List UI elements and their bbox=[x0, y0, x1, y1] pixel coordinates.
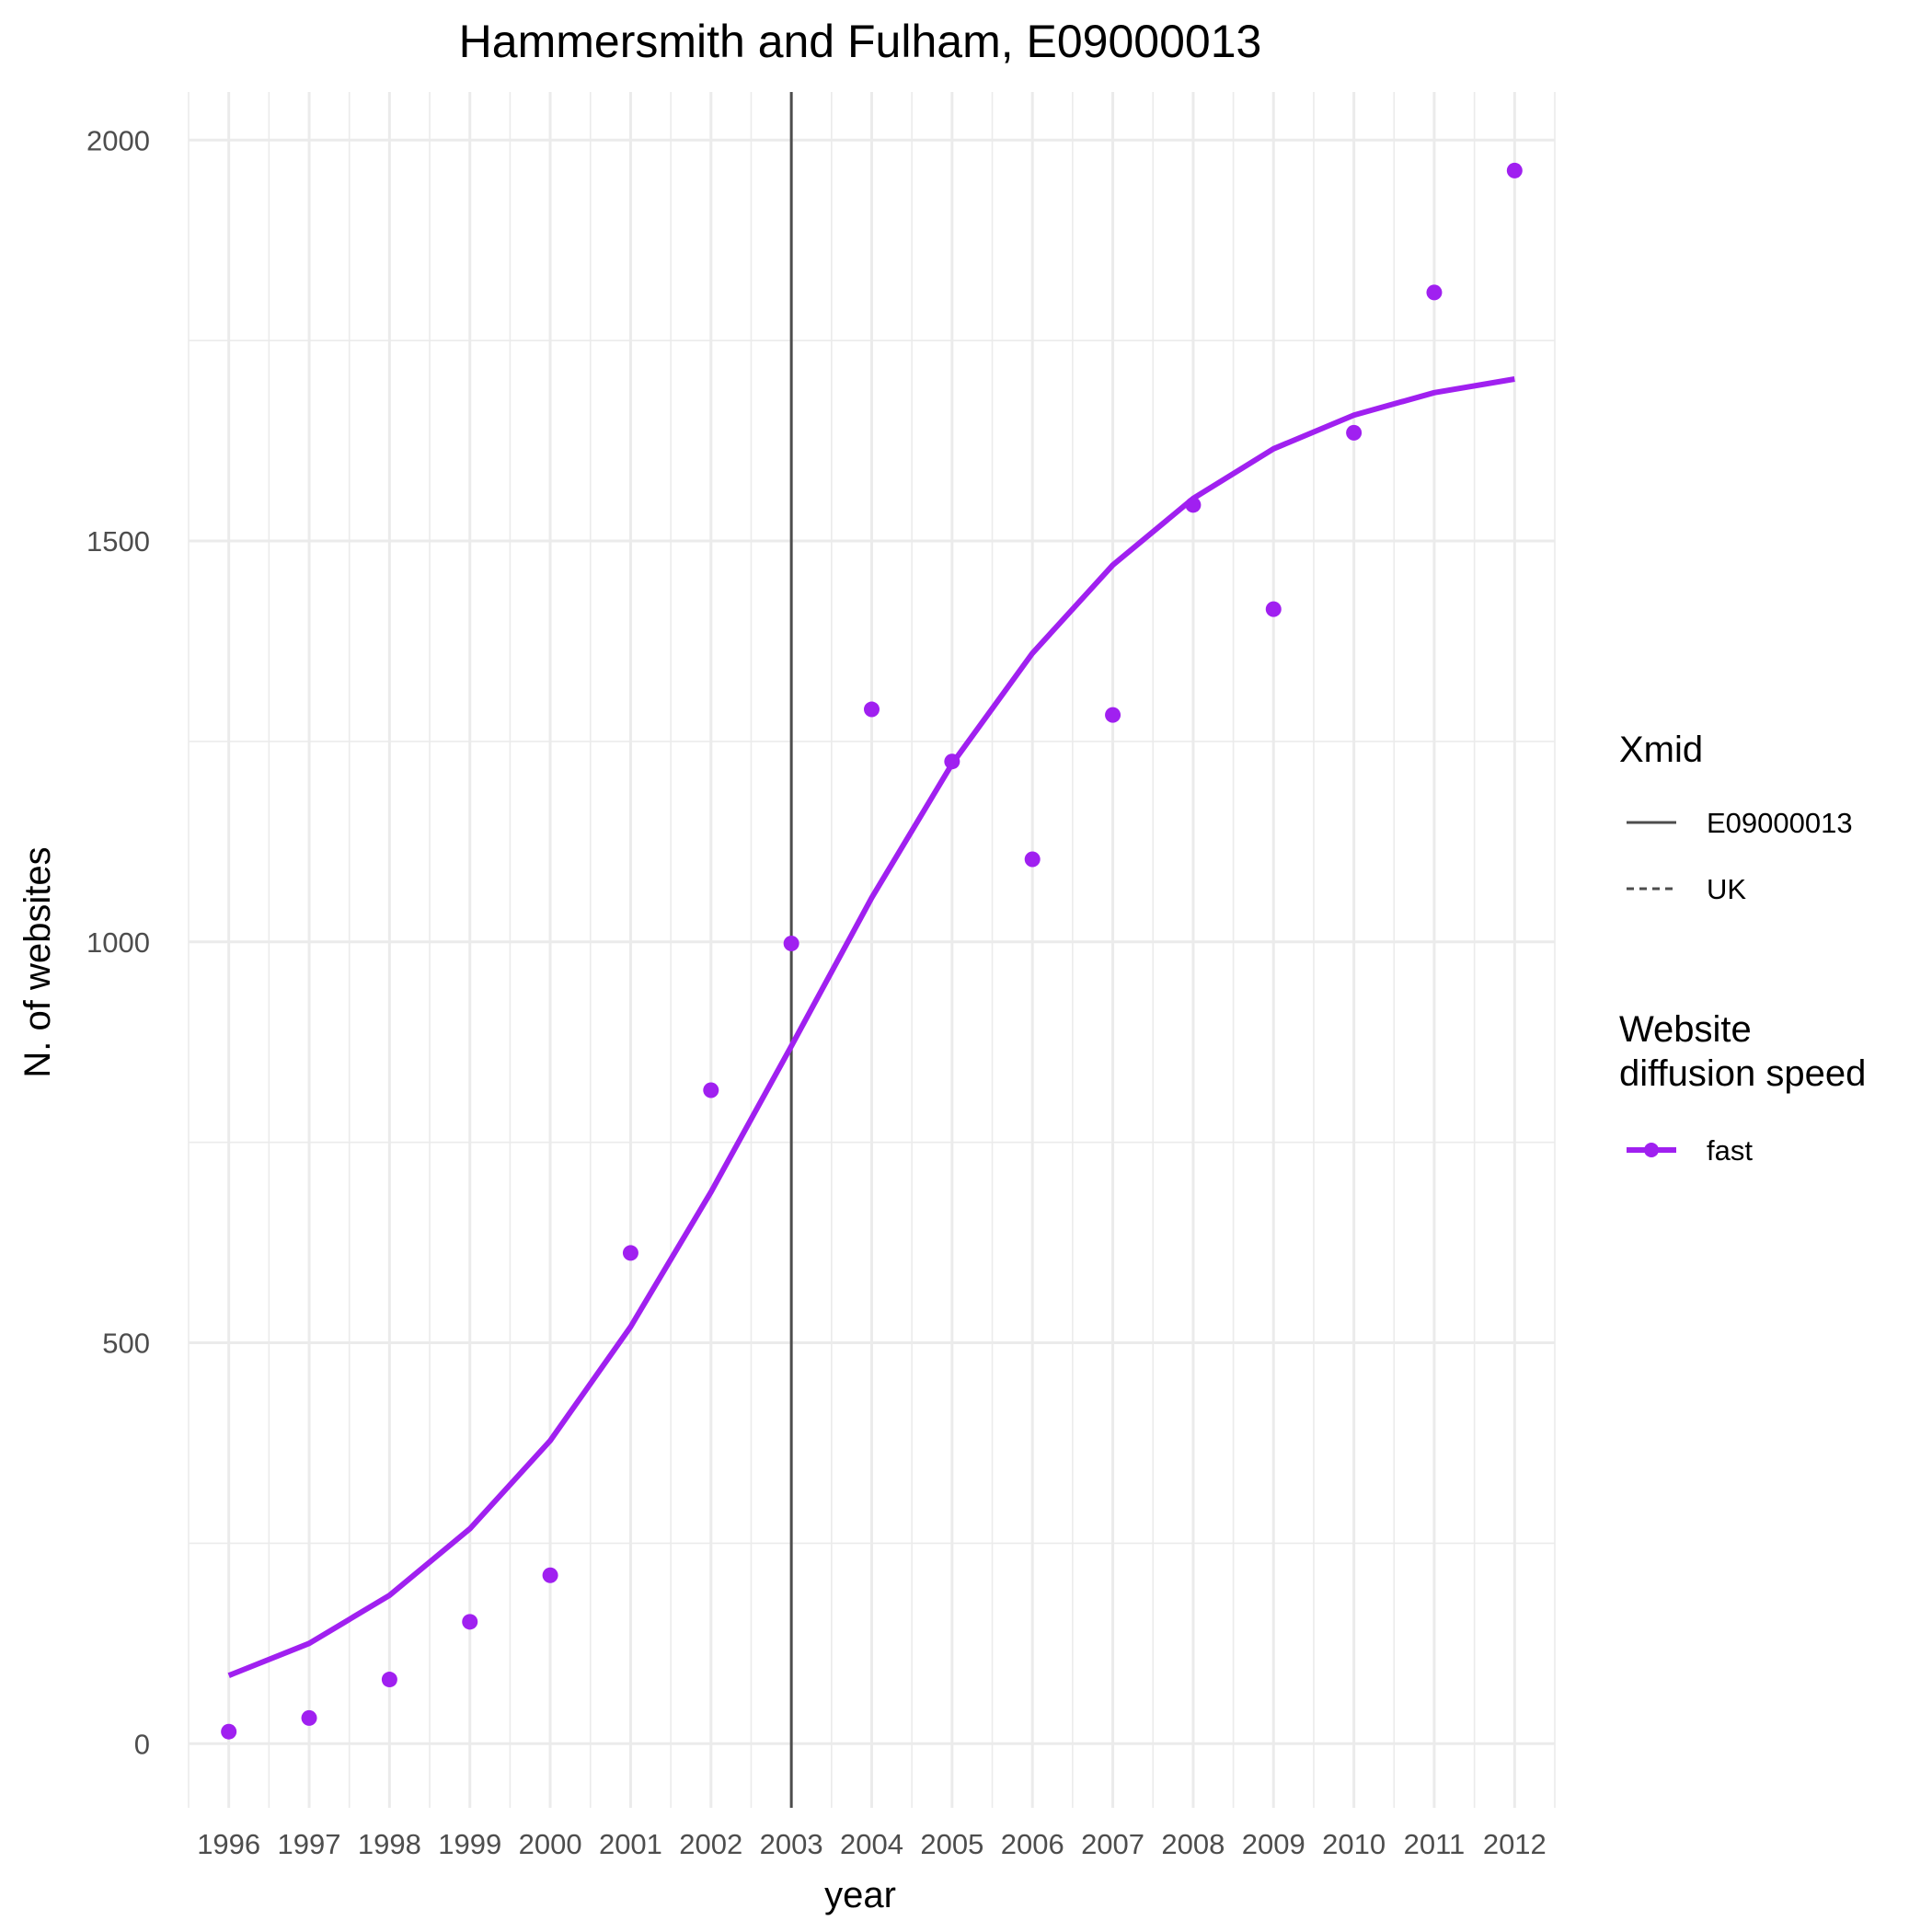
data-point bbox=[1265, 601, 1282, 617]
y-tick-label: 0 bbox=[134, 1728, 150, 1760]
x-tick-label: 2002 bbox=[679, 1828, 742, 1860]
data-point bbox=[1105, 707, 1121, 723]
data-point bbox=[381, 1672, 397, 1688]
data-point bbox=[703, 1082, 719, 1098]
legend-xmid: Xmid E09000013 UK bbox=[1619, 730, 1853, 905]
data-point bbox=[1346, 424, 1363, 441]
data-point bbox=[1506, 162, 1523, 178]
y-tick-label: 1000 bbox=[86, 926, 150, 959]
legend-speed-title-line-2: diffusion speed bbox=[1619, 1053, 1866, 1094]
legend-speed-title-line-1: Website bbox=[1619, 1009, 1752, 1050]
x-axis-title: year bbox=[824, 1875, 896, 1915]
data-point bbox=[622, 1245, 638, 1261]
legend-xmid-item-uk: UK bbox=[1707, 873, 1746, 905]
series-line-fast bbox=[227, 376, 1515, 1678]
y-axis-title: N. of websites bbox=[17, 846, 58, 1077]
x-tick-label: 2004 bbox=[840, 1828, 903, 1860]
data-point bbox=[783, 936, 799, 952]
x-tick-label: 2011 bbox=[1404, 1828, 1466, 1860]
x-tick-label: 2005 bbox=[920, 1828, 983, 1860]
data-point bbox=[221, 1723, 237, 1740]
series-points bbox=[221, 162, 1523, 1740]
x-tick-label: 2010 bbox=[1322, 1828, 1386, 1860]
series-lines bbox=[227, 376, 1515, 1678]
data-point bbox=[542, 1567, 558, 1583]
x-tick-label: 2009 bbox=[1242, 1828, 1305, 1860]
x-tick-label: 1998 bbox=[358, 1828, 421, 1860]
grid-minor bbox=[188, 92, 1556, 1808]
x-tick-label: 1996 bbox=[197, 1828, 260, 1860]
x-tick-label: 1997 bbox=[278, 1828, 341, 1860]
y-tick-label: 2000 bbox=[86, 124, 150, 156]
data-point bbox=[462, 1614, 478, 1630]
chart-title: Hammersmith and Fulham, E09000013 bbox=[459, 16, 1262, 67]
legend-speed: Website diffusion speed fast bbox=[1619, 1009, 1866, 1167]
grid-major bbox=[189, 92, 1555, 1808]
x-tick-label: 2012 bbox=[1483, 1828, 1547, 1860]
x-tick-label: 2003 bbox=[760, 1828, 823, 1860]
data-point bbox=[1426, 284, 1443, 301]
legend-speed-point-key bbox=[1644, 1143, 1659, 1157]
legend-speed-item-fast: fast bbox=[1707, 1134, 1753, 1167]
data-point bbox=[944, 753, 960, 770]
legend-xmid-item-e09000013: E09000013 bbox=[1707, 807, 1853, 839]
x-tick-label: 1999 bbox=[438, 1828, 501, 1860]
y-axis-ticks: 0 500 1000 1500 2000 bbox=[86, 124, 150, 1760]
x-tick-label: 2007 bbox=[1081, 1828, 1144, 1860]
x-tick-label: 2006 bbox=[1001, 1828, 1064, 1860]
x-tick-label: 2001 bbox=[599, 1828, 662, 1860]
data-point bbox=[864, 701, 880, 718]
legend-xmid-title: Xmid bbox=[1619, 730, 1703, 770]
data-point bbox=[301, 1709, 317, 1726]
x-tick-label: 2008 bbox=[1161, 1828, 1225, 1860]
data-point bbox=[1185, 497, 1202, 513]
y-tick-label: 1500 bbox=[86, 525, 150, 558]
data-point bbox=[1024, 851, 1041, 868]
x-tick-label: 2000 bbox=[519, 1828, 582, 1860]
y-tick-label: 500 bbox=[102, 1328, 150, 1360]
x-axis-ticks: 1996 1997 1998 1999 2000 2001 2002 2003 2004 2005… bbox=[197, 1828, 1547, 1860]
